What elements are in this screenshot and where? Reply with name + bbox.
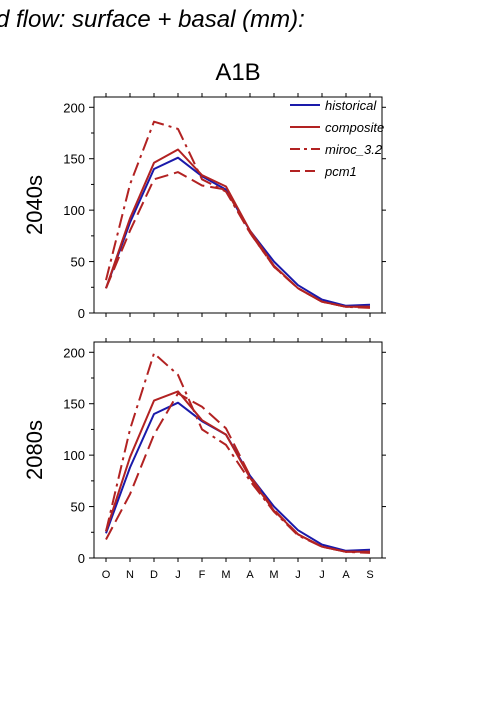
plot-frame <box>93 341 383 559</box>
plot-frame <box>93 96 383 314</box>
x-tick-label: A <box>342 569 350 581</box>
y-tick-label: 0 <box>78 306 85 321</box>
panel-label: 2080s <box>22 420 47 480</box>
y-tick-label: 200 <box>63 100 85 115</box>
panel-label: 2040s <box>22 175 47 235</box>
y-tick-label: 200 <box>63 345 85 360</box>
x-tick-label: S <box>366 569 373 581</box>
series-line-composite <box>105 390 370 553</box>
series-line-pcm1 <box>105 392 370 553</box>
x-tick-label: J <box>175 569 181 581</box>
header-title: d flow: surface + basal (mm): <box>0 6 305 33</box>
y-tick-label: 50 <box>71 255 85 270</box>
y-tick-label: 100 <box>63 448 85 463</box>
y-tick-label: 150 <box>63 397 85 412</box>
legend-label: composite <box>325 120 384 135</box>
panel-2080s: 0 50 100 150 200 O N D J F M A M J J A S 2080s <box>22 338 386 581</box>
y-tick-label: 150 <box>63 152 85 167</box>
x-tick-label: F <box>199 569 206 581</box>
x-tick-label: A <box>246 569 254 581</box>
y-tick-label: 100 <box>63 203 85 218</box>
x-tick-label: N <box>126 569 134 581</box>
legend-label: historical <box>325 98 377 113</box>
scenario-title: A1B <box>215 59 260 86</box>
legend-label: pcm1 <box>324 164 357 179</box>
x-tick-label: M <box>269 569 278 581</box>
x-tick-label: J <box>295 569 301 581</box>
chart-panels: 0 50 100 150 200 2040s historical composite miro… <box>22 93 386 581</box>
y-tick-label: 0 <box>78 551 85 566</box>
x-tick-label: J <box>319 569 325 581</box>
series-line-pcm1 <box>105 171 370 308</box>
series-line-historical <box>105 401 371 552</box>
y-tick-label: 50 <box>71 500 85 515</box>
legend-label: miroc_3.2 <box>325 142 383 157</box>
x-tick-label: O <box>102 569 111 581</box>
panel-2040s: 0 50 100 150 200 2040s historical composite miro… <box>22 93 386 321</box>
x-tick-label: M <box>221 569 230 581</box>
x-tick-label: D <box>150 569 158 581</box>
